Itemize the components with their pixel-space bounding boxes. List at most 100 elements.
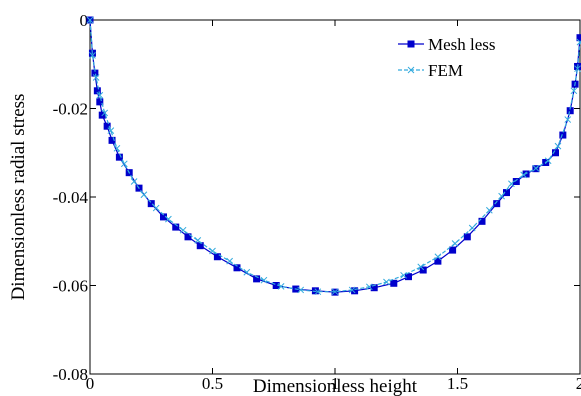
- x-marker: [96, 91, 104, 99]
- x-marker-stroke: [260, 276, 268, 284]
- x-marker: [165, 215, 172, 223]
- legend: Mesh less FEM: [398, 35, 496, 80]
- x-marker-stroke: [101, 109, 109, 117]
- x-marker-stroke: [96, 91, 104, 99]
- series-fem: [86, 16, 581, 296]
- x-marker-stroke: [564, 116, 572, 123]
- x-marker-stroke: [417, 263, 425, 271]
- x-marker-stroke: [130, 178, 138, 185]
- legend-item: FEM: [398, 61, 463, 80]
- x-marker-stroke: [113, 144, 121, 152]
- x-marker-stroke: [297, 286, 305, 294]
- x-marker: [417, 263, 425, 271]
- x-marker: [574, 65, 581, 73]
- y-tick-label: -0.06: [53, 277, 88, 296]
- x-marker: [243, 268, 251, 276]
- x-marker-stroke: [407, 66, 415, 74]
- x-marker: [451, 240, 459, 247]
- x-marker-stroke: [451, 240, 459, 247]
- x-marker-stroke: [400, 271, 407, 279]
- x-marker-stroke: [434, 253, 442, 261]
- x-axis-label: Dimensionless height: [253, 376, 418, 396]
- x-marker: [407, 66, 415, 74]
- series-group: [86, 16, 581, 296]
- x-marker-stroke: [120, 160, 128, 168]
- square-marker: [552, 149, 559, 157]
- x-marker-stroke: [485, 206, 493, 214]
- x-marker-stroke: [314, 288, 322, 296]
- x-marker: [314, 288, 322, 296]
- x-marker: [194, 237, 202, 244]
- x-tick-label: 2: [576, 374, 581, 393]
- x-marker: [400, 271, 407, 279]
- x-marker: [277, 283, 285, 290]
- square-marker: [184, 233, 192, 241]
- square-marker: [434, 257, 442, 265]
- square-marker: [108, 136, 116, 144]
- x-marker-stroke: [89, 52, 96, 59]
- x-marker: [383, 278, 390, 286]
- x-marker: [297, 286, 305, 294]
- axis-ticks: 0 0.5 1 1.5 2 0 -0.02 -0.04 -0.06 -0.08: [53, 11, 581, 393]
- x-marker: [564, 116, 572, 123]
- square-marker: [93, 87, 101, 95]
- y-tick-label: 0: [80, 11, 89, 30]
- x-marker: [209, 247, 216, 255]
- x-marker-stroke: [277, 283, 285, 290]
- y-tick-label: -0.02: [53, 100, 88, 119]
- x-marker-stroke: [383, 278, 390, 286]
- square-marker: [213, 253, 221, 261]
- square-marker: [463, 233, 471, 241]
- square-marker: [103, 122, 111, 130]
- x-marker: [89, 52, 96, 59]
- x-marker: [107, 127, 115, 134]
- x-marker: [226, 257, 234, 265]
- x-marker: [152, 204, 160, 212]
- x-marker: [120, 160, 128, 168]
- y-tick-label: -0.04: [53, 188, 89, 207]
- x-marker: [179, 226, 187, 234]
- x-marker-stroke: [520, 171, 528, 179]
- x-marker: [485, 206, 493, 214]
- square-marker: [407, 40, 415, 48]
- x-marker: [92, 74, 100, 81]
- x-marker-stroke: [165, 215, 172, 223]
- legend-label: Mesh less: [428, 35, 496, 54]
- x-marker-stroke: [348, 286, 356, 294]
- legend-label: FEM: [428, 61, 463, 80]
- x-marker-stroke: [243, 268, 251, 276]
- x-marker: [348, 286, 356, 294]
- x-tick-label: 0: [86, 374, 95, 393]
- x-marker-stroke: [570, 87, 578, 95]
- square-marker: [147, 200, 155, 208]
- x-marker: [532, 164, 540, 172]
- square-marker: [493, 200, 501, 208]
- x-marker: [468, 224, 476, 232]
- x-marker-stroke: [574, 65, 581, 73]
- square-marker: [96, 98, 104, 106]
- x-marker: [508, 180, 515, 188]
- x-marker-stroke: [194, 237, 202, 244]
- x-marker-stroke: [92, 74, 100, 81]
- x-marker: [140, 191, 148, 199]
- x-marker-stroke: [140, 191, 148, 199]
- square-marker: [390, 279, 398, 287]
- x-tick-label: 1: [331, 374, 340, 393]
- square-marker: [196, 242, 204, 250]
- x-marker-stroke: [532, 164, 540, 172]
- x-marker-stroke: [226, 257, 234, 265]
- x-marker: [130, 178, 138, 185]
- x-tick-label: 0.5: [202, 374, 223, 393]
- x-marker: [576, 38, 581, 46]
- x-marker: [113, 144, 121, 152]
- square-marker: [576, 34, 581, 42]
- x-marker: [570, 87, 578, 95]
- x-marker-stroke: [152, 204, 160, 212]
- y-tick-label: -0.08: [53, 365, 88, 384]
- x-tick-label: 1.5: [447, 374, 468, 393]
- x-marker-stroke: [179, 226, 187, 234]
- x-marker: [365, 283, 373, 291]
- x-marker: [544, 157, 552, 165]
- x-marker-stroke: [107, 127, 115, 134]
- x-marker-stroke: [86, 16, 94, 24]
